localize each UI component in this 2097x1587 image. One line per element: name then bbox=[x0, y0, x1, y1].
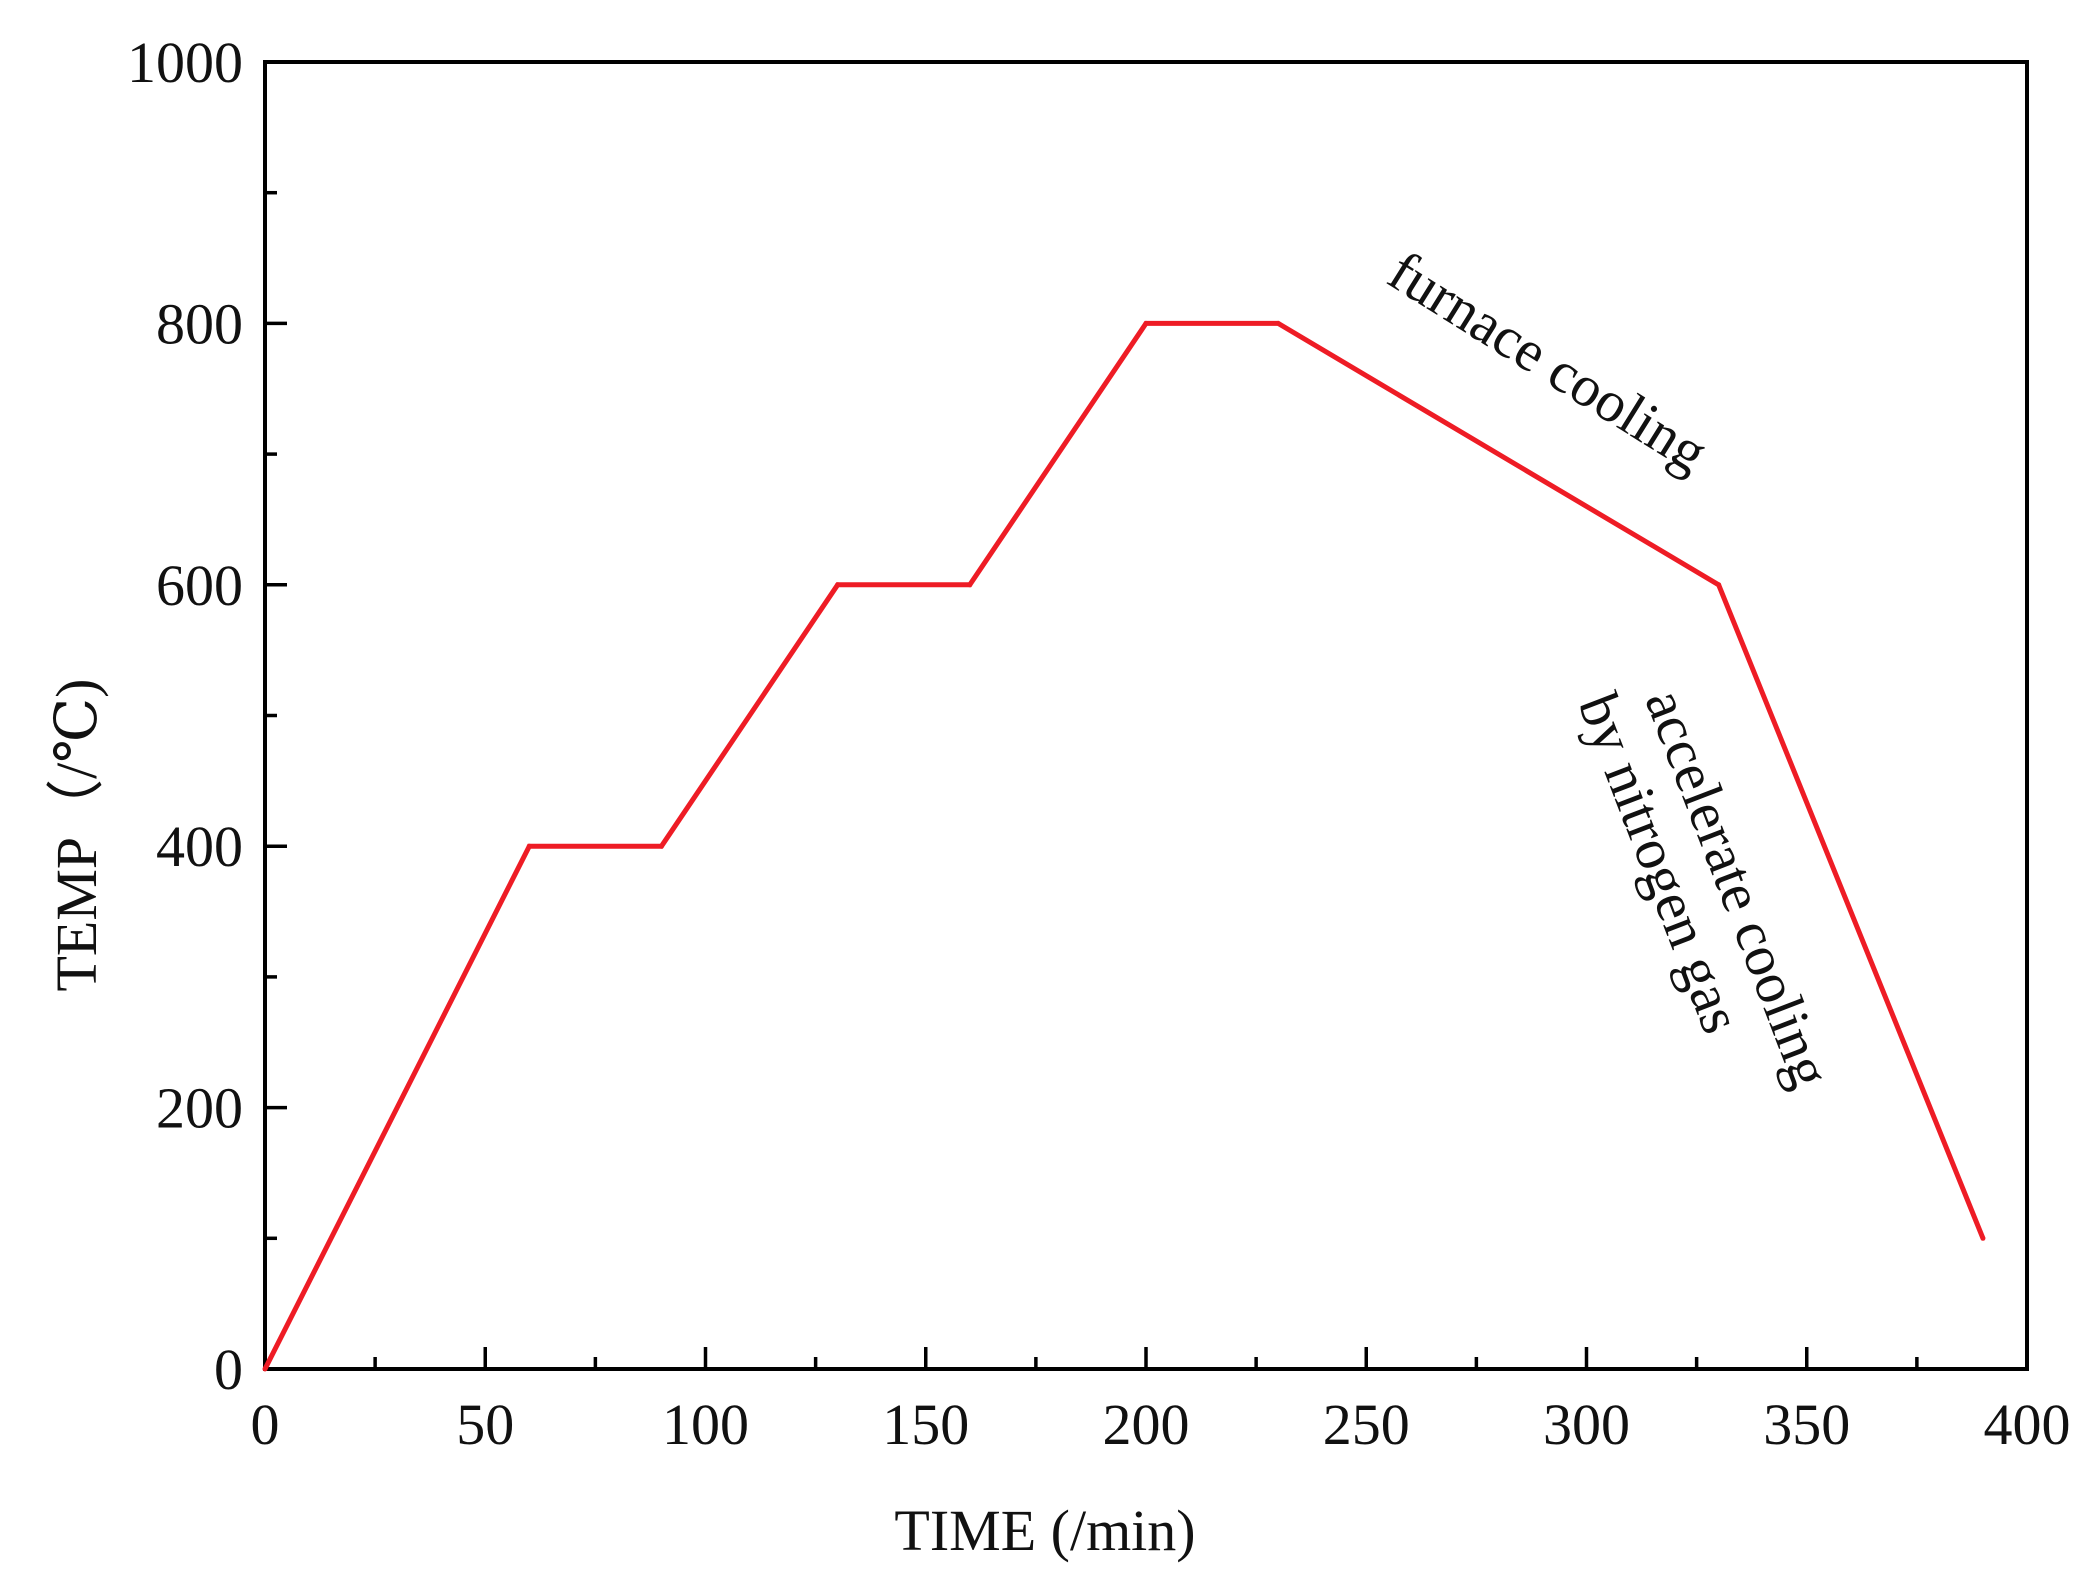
x-tick-label: 100 bbox=[662, 1392, 749, 1457]
data-point bbox=[526, 843, 532, 849]
y-tick-label: 600 bbox=[156, 553, 243, 618]
y-axis-label: TEMP（/℃) bbox=[44, 679, 109, 992]
y-tick-label: 200 bbox=[156, 1076, 243, 1141]
data-point bbox=[1143, 320, 1149, 326]
data-point bbox=[658, 843, 664, 849]
x-axis-label: TIME (/min) bbox=[894, 1498, 1195, 1563]
x-tick-label: 200 bbox=[1103, 1392, 1190, 1457]
data-point bbox=[835, 582, 841, 588]
data-point bbox=[262, 1366, 268, 1372]
x-tick-label: 350 bbox=[1763, 1392, 1850, 1457]
y-tick-label: 1000 bbox=[127, 30, 243, 95]
y-tick-label: 800 bbox=[156, 291, 243, 356]
y-tick-label: 0 bbox=[214, 1337, 243, 1402]
x-tick-label: 50 bbox=[456, 1392, 514, 1457]
tick-labels-layer: 0 50 100 150 200 250 300 350 400 0 200 400 600 800 100… bbox=[127, 30, 2071, 1457]
data-point bbox=[967, 582, 973, 588]
x-tick-label: 300 bbox=[1543, 1392, 1630, 1457]
series-layer bbox=[262, 320, 1986, 1372]
data-point bbox=[1980, 1235, 1986, 1241]
data-point bbox=[1716, 582, 1722, 588]
x-tick-label: 0 bbox=[251, 1392, 280, 1457]
y-tick-label: 400 bbox=[156, 814, 243, 879]
x-tick-label: 400 bbox=[1984, 1392, 2071, 1457]
x-tick-label: 250 bbox=[1323, 1392, 1410, 1457]
plot-frame bbox=[263, 60, 2029, 1371]
ticks-layer bbox=[263, 60, 2029, 1371]
data-point bbox=[1275, 320, 1281, 326]
x-tick-label: 150 bbox=[882, 1392, 969, 1457]
annotation-furnace-cooling: furnace cooling bbox=[1377, 238, 1719, 485]
